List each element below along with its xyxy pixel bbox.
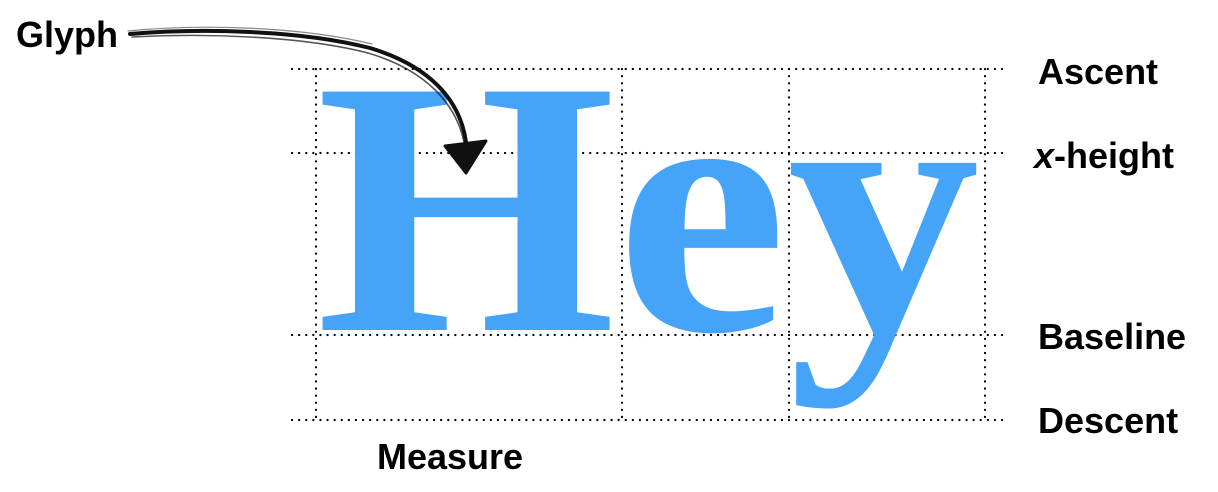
arrow-head-icon [443, 139, 488, 175]
measure-label: Measure [377, 436, 524, 477]
x-height-label-rest: -height [1054, 135, 1175, 176]
pointer-arrow [127, 26, 468, 144]
x-height-label: x-height [1034, 138, 1174, 174]
ascent-label: Ascent [1038, 51, 1159, 92]
glyph-label: Glyph [16, 14, 119, 55]
baseline-label: Baseline [1038, 316, 1187, 357]
x-height-label-x: x [1034, 135, 1055, 176]
descent-label: Descent [1038, 400, 1179, 441]
